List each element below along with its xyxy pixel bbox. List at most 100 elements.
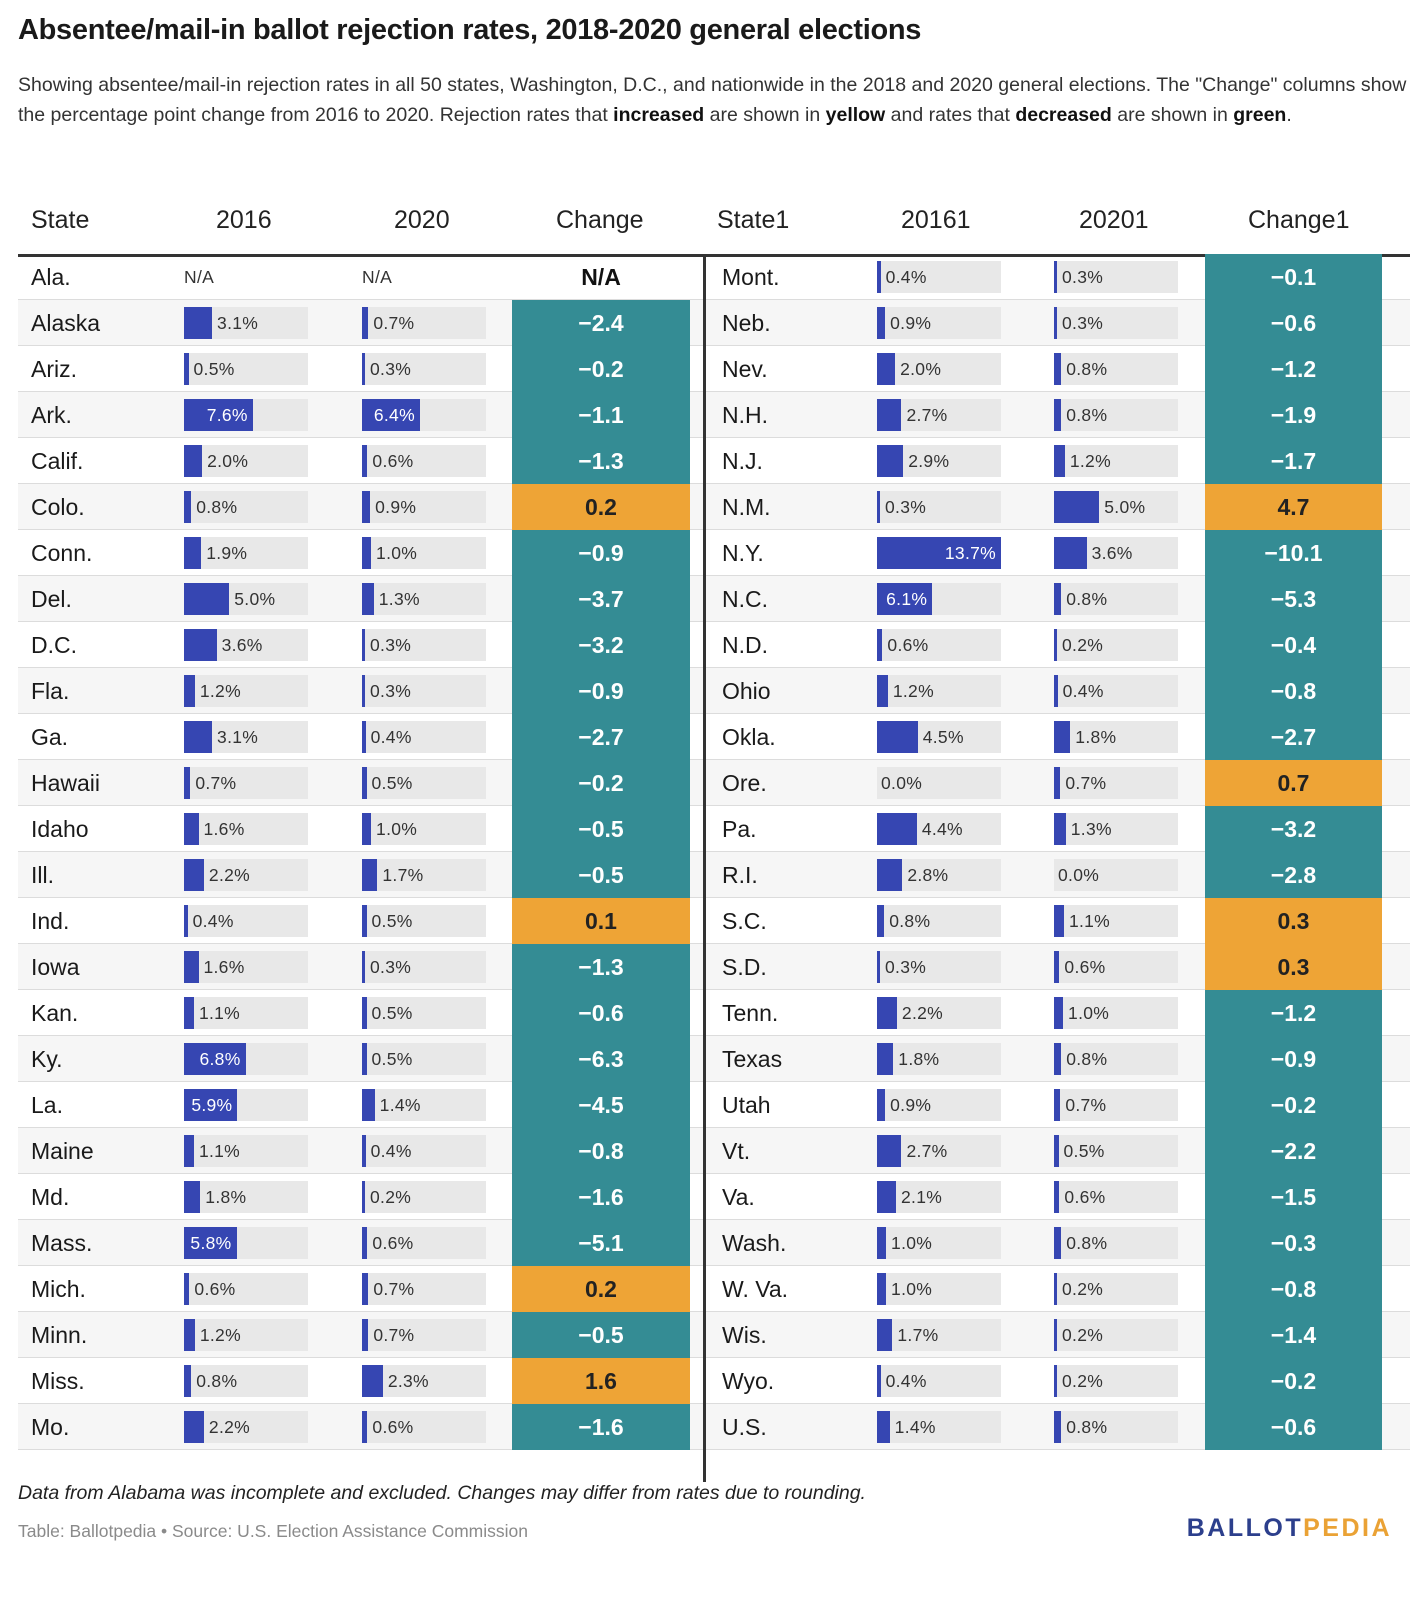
change-cell: −1.5 — [1205, 1174, 1382, 1220]
bar-value-label: 0.8% — [1066, 405, 1108, 425]
bar-2020 — [362, 997, 367, 1029]
bar-value-label: 0.6% — [1064, 957, 1106, 977]
bar-value-label: 0.8% — [1066, 1233, 1108, 1253]
change-cell: −0.3 — [1205, 1220, 1382, 1266]
bar-track: 0.3% — [877, 491, 1001, 523]
bar-track: 0.8% — [184, 491, 308, 523]
subtitle-text: are shown in — [704, 104, 826, 126]
table-row: Calif. 2.0% 0.6% −1.3 N.J. 2.9% 1.2% −1.7 — [18, 438, 1410, 484]
bar-2016 — [877, 1319, 893, 1351]
bar-value-label: 7.6% — [206, 405, 248, 425]
bar-2016 — [877, 859, 903, 891]
bar-value-label: 5.0% — [234, 589, 276, 609]
row-background — [18, 622, 1410, 668]
state-name: Minn. — [31, 1322, 88, 1348]
bar-2020 — [1054, 721, 1071, 753]
logo-part1: BALLOT — [1186, 1514, 1304, 1542]
bar-value-label: 0.9% — [890, 313, 932, 333]
state-name: Tenn. — [722, 1000, 779, 1026]
bar-2020 — [1054, 307, 1057, 339]
bar-track: 0.6% — [1054, 951, 1178, 983]
bar-2020 — [1054, 951, 1060, 983]
bar-2020 — [1054, 1135, 1059, 1167]
bar-track: 3.6% — [184, 629, 308, 661]
bar-value-label: 6.4% — [373, 405, 415, 425]
bar-track: 0.5% — [1054, 1135, 1178, 1167]
bar-2016 — [184, 1411, 204, 1443]
bar-track: 0.6% — [362, 1227, 486, 1259]
bar-2020 — [362, 1411, 368, 1443]
state-name: Nev. — [722, 356, 768, 382]
bar-2016 — [184, 905, 188, 937]
bar-track: 3.6% — [1054, 537, 1178, 569]
subtitle-decreased: decreased — [1015, 104, 1112, 126]
bar-track: 1.8% — [877, 1043, 1001, 1075]
change-cell: −0.9 — [1205, 1036, 1382, 1082]
bar-track: 0.6% — [1054, 1181, 1178, 1213]
bar-value-label: 1.8% — [1075, 727, 1117, 747]
bar-track: 0.5% — [362, 997, 486, 1029]
header-change1[interactable]: Change1 — [1248, 206, 1350, 234]
header-state1[interactable]: State1 — [717, 206, 790, 234]
bar-value-label: 1.0% — [376, 543, 418, 563]
bar-2016 — [877, 951, 880, 983]
bar-value-label: 0.3% — [370, 681, 412, 701]
state-name: La. — [31, 1092, 63, 1118]
header-change[interactable]: Change — [556, 206, 644, 234]
bar-2020 — [362, 767, 367, 799]
bar-track: 1.1% — [184, 997, 308, 1029]
state-name: R.I. — [722, 862, 758, 888]
bar-value-label: N/A — [362, 267, 393, 287]
bar-2016 — [877, 537, 1001, 569]
bar-value-label: 0.3% — [370, 957, 412, 977]
table-row: Mo. 2.2% 0.6% −1.6 U.S. 1.4% 0.8% −0.6 — [18, 1404, 1410, 1450]
bar-value-label: 3.6% — [1091, 543, 1133, 563]
table-row: Fla. 1.2% 0.3% −0.9 Ohio 1.2% 0.4% −0.8 — [18, 668, 1410, 714]
header-2020[interactable]: 2020 — [394, 206, 450, 234]
bar-2016 — [877, 399, 902, 431]
bar-track: 1.1% — [184, 1135, 308, 1167]
bar-2016 — [184, 1227, 237, 1259]
change-cell: −10.1 — [1205, 530, 1382, 576]
bar-track: 0.4% — [877, 1365, 1001, 1397]
ballotpedia-logo[interactable]: BALLOTPEDIA — [1187, 1514, 1392, 1543]
bar-track: 0.9% — [362, 491, 486, 523]
bar-2016 — [184, 583, 230, 615]
row-background — [18, 438, 1410, 484]
bar-track: 0.5% — [362, 905, 486, 937]
header-state[interactable]: State — [31, 206, 90, 234]
bar-track: 0.4% — [877, 261, 1001, 293]
state-name: Ohio — [722, 678, 771, 704]
bar-2020 — [1054, 1227, 1062, 1259]
table-row: Alaska 3.1% 0.7% −2.4 Neb. 0.9% 0.3% −0.6 — [18, 300, 1410, 346]
bar-2020 — [362, 629, 365, 661]
bar-track: 1.0% — [877, 1227, 1001, 1259]
bar-track: 5.8% — [184, 1227, 308, 1259]
state-name: Wis. — [722, 1322, 767, 1348]
footnote: Data from Alabama was incomplete and exc… — [18, 1482, 866, 1504]
bar-value-label: 0.3% — [885, 497, 927, 517]
header-2016[interactable]: 2016 — [216, 206, 272, 234]
bar-track: 0.8% — [1054, 1411, 1178, 1443]
bar-value-label: 0.9% — [375, 497, 417, 517]
bar-track: 5.0% — [1054, 491, 1178, 523]
state-name: Del. — [31, 586, 72, 612]
header-20161[interactable]: 20161 — [901, 206, 971, 234]
bar-track: 0.2% — [1054, 1319, 1178, 1351]
change-cell: −0.5 — [512, 852, 690, 898]
chart-subtitle: Showing absentee/mail-in rejection rates… — [18, 70, 1410, 130]
header-20201[interactable]: 20201 — [1079, 206, 1149, 234]
bar-track: 0.3% — [877, 951, 1001, 983]
bar-value-label: 0.7% — [195, 773, 237, 793]
bar-value-label: 1.2% — [1069, 451, 1111, 471]
bar-track: 0.9% — [877, 307, 1001, 339]
bar-2020 — [362, 537, 372, 569]
change-cell: −3.2 — [512, 622, 690, 668]
bar-track: 2.8% — [877, 859, 1001, 891]
bar-value-label: 0.6% — [887, 635, 929, 655]
bar-track: 6.8% — [184, 1043, 308, 1075]
change-cell: −1.2 — [1205, 990, 1382, 1036]
bar-track: 6.1% — [877, 583, 1001, 615]
column-divider — [703, 254, 706, 1482]
bar-track: 2.7% — [877, 399, 1001, 431]
